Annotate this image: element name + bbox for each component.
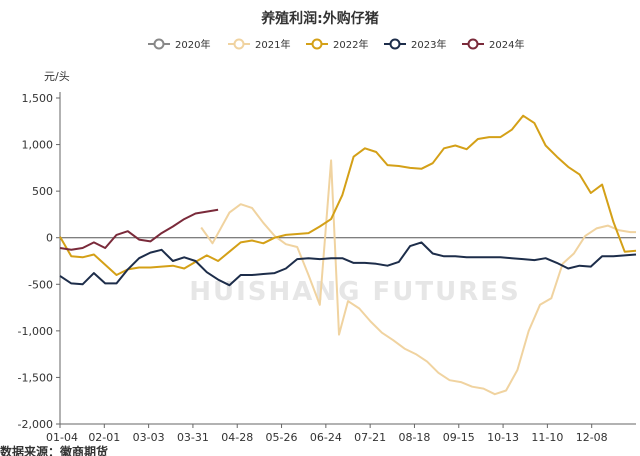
x-tick-label: 02-01 bbox=[88, 431, 120, 444]
footer-source: 数据来源：徽商期货 bbox=[0, 444, 108, 456]
x-tick-label: 04-28 bbox=[221, 431, 253, 444]
x-tick-label: 08-18 bbox=[398, 431, 430, 444]
legend-item[interactable]: 2020年 bbox=[148, 38, 210, 51]
y-tick-label: -1,000 bbox=[18, 325, 53, 338]
legend-item[interactable]: 2023年 bbox=[384, 38, 446, 51]
series-line-2022年 bbox=[59, 114, 637, 276]
axes: 1,500 1,000 500 0 -500 -1,000 -1,500 -2,00001-0… bbox=[18, 92, 636, 444]
series-line-2021年 bbox=[200, 159, 636, 396]
legend: 2020年 2021年 2022年 2023年 2024年 bbox=[148, 38, 524, 51]
x-tick-label: 11-10 bbox=[531, 431, 563, 444]
legend-label: 2023年 bbox=[411, 38, 446, 51]
y-tick-label: 1,000 bbox=[22, 139, 54, 152]
x-tick-label: 01-04 bbox=[46, 431, 78, 444]
y-tick-label: -2,000 bbox=[18, 418, 53, 431]
chart-title: 养殖利润:外购仔猪 bbox=[260, 10, 379, 27]
legend-marker bbox=[233, 38, 245, 50]
legend-label: 2024年 bbox=[489, 38, 524, 51]
series-line-2023年 bbox=[59, 241, 637, 287]
y-axis-unit: 元/头 bbox=[44, 70, 70, 83]
y-tick-label: -500 bbox=[28, 278, 53, 291]
legend-item[interactable]: 2024年 bbox=[462, 38, 524, 51]
x-tick-label: 07-21 bbox=[354, 431, 386, 444]
y-tick-label: 1,500 bbox=[22, 92, 54, 105]
legend-marker bbox=[153, 38, 165, 50]
x-tick-label: 05-26 bbox=[266, 431, 298, 444]
x-tick-label: 09-15 bbox=[443, 431, 475, 444]
y-tick-label: 0 bbox=[46, 232, 53, 245]
legend-item[interactable]: 2022年 bbox=[306, 38, 368, 51]
x-tick-label: 10-13 bbox=[487, 431, 519, 444]
x-tick-label: 06-24 bbox=[310, 431, 342, 444]
legend-marker bbox=[311, 38, 323, 50]
x-tick-label: 03-03 bbox=[133, 431, 165, 444]
legend-marker bbox=[467, 38, 479, 50]
legend-label: 2020年 bbox=[175, 38, 210, 51]
series-layer bbox=[59, 114, 637, 396]
legend-item[interactable]: 2021年 bbox=[228, 38, 290, 51]
y-tick-label: -1,500 bbox=[18, 371, 53, 384]
legend-marker bbox=[389, 38, 401, 50]
x-tick-label: 12-08 bbox=[576, 431, 608, 444]
x-tick-label: 03-31 bbox=[177, 431, 209, 444]
series-line-2024年 bbox=[59, 208, 219, 251]
watermark: HUISHANG FUTURES bbox=[189, 277, 521, 307]
legend-label: 2022年 bbox=[333, 38, 368, 51]
y-tick-label: 500 bbox=[32, 185, 53, 198]
legend-label: 2021年 bbox=[255, 38, 290, 51]
